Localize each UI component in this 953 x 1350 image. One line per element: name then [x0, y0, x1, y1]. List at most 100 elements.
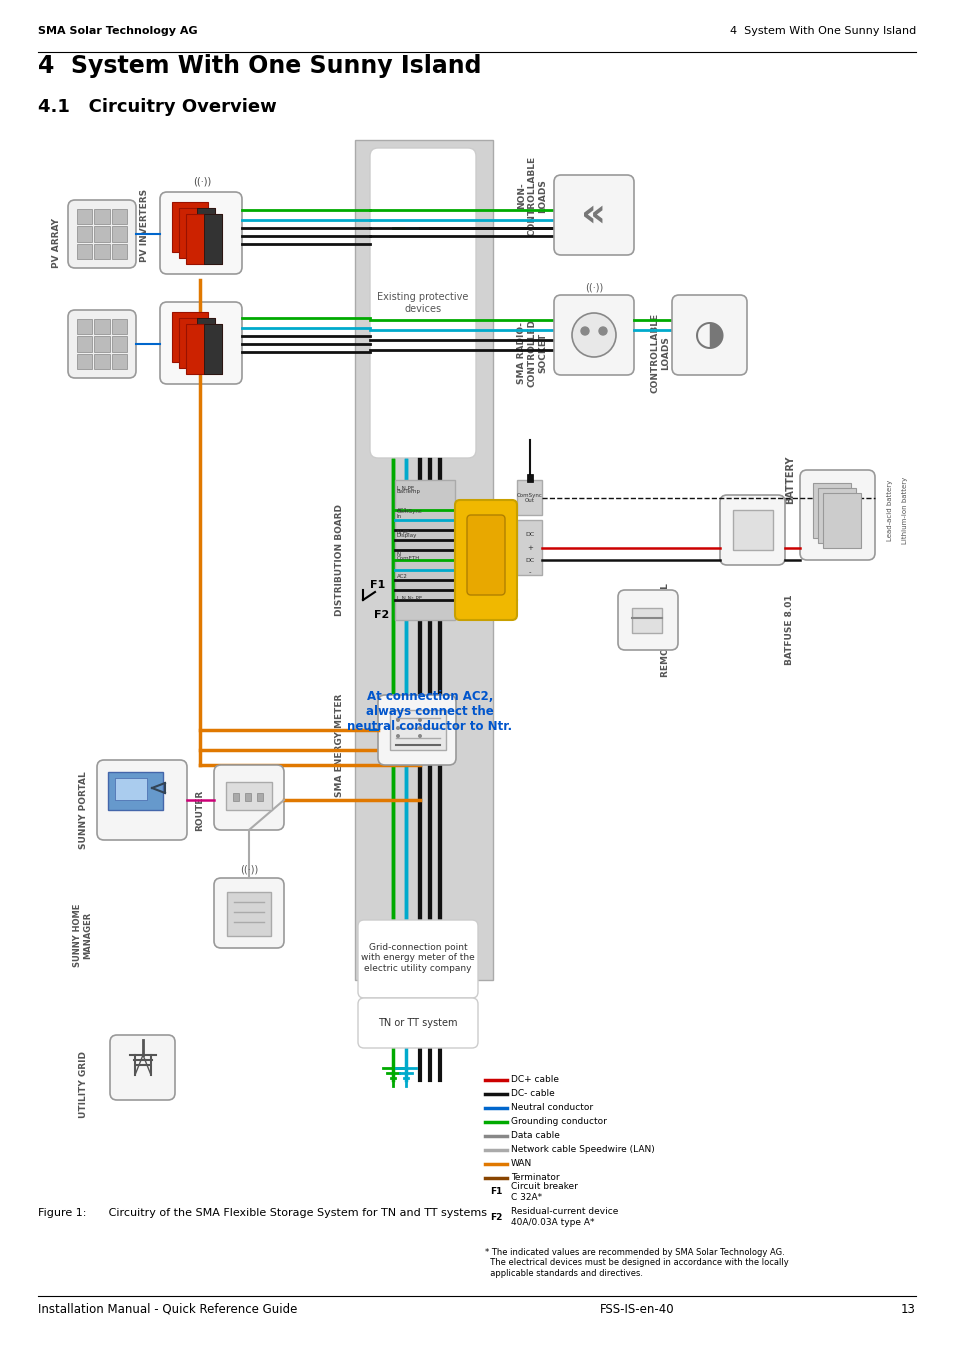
Text: DC+ cable: DC+ cable: [511, 1076, 558, 1084]
Bar: [94, 319, 110, 335]
Text: Residual-current device
40A/0.03A type A*: Residual-current device 40A/0.03A type A…: [511, 1207, 618, 1227]
Bar: [172, 312, 208, 362]
FancyBboxPatch shape: [68, 200, 136, 269]
Text: ◑: ◑: [694, 319, 725, 352]
Text: Installation Manual - Quick Reference Guide: Installation Manual - Quick Reference Gu…: [38, 1303, 297, 1316]
FancyBboxPatch shape: [467, 514, 504, 595]
Bar: [112, 209, 127, 224]
Text: NON-
CONTROLLABLE
LOADS: NON- CONTROLLABLE LOADS: [517, 157, 546, 236]
Text: SMA RADIO-
CONTROLLED
SOCKET: SMA RADIO- CONTROLLED SOCKET: [517, 319, 546, 387]
Bar: [94, 354, 110, 369]
Text: F2: F2: [374, 610, 389, 620]
Text: 13: 13: [901, 1303, 915, 1316]
Text: DC: DC: [525, 558, 534, 563]
FancyBboxPatch shape: [68, 310, 136, 378]
Text: AC2: AC2: [396, 574, 408, 579]
Bar: [204, 215, 222, 265]
Bar: [77, 209, 92, 224]
Text: ComSync
Out: ComSync Out: [517, 493, 542, 504]
Bar: [256, 792, 263, 801]
Bar: [179, 319, 214, 369]
Text: ((·)): ((·)): [239, 865, 258, 875]
Text: Grounding conductor: Grounding conductor: [511, 1118, 606, 1126]
FancyBboxPatch shape: [97, 760, 187, 840]
Bar: [108, 772, 163, 810]
Text: AC1₁: AC1₁: [396, 508, 410, 513]
Text: SUNNY HOME
MANAGER: SUNNY HOME MANAGER: [73, 903, 92, 967]
Bar: [112, 336, 127, 351]
Bar: [355, 140, 493, 980]
Circle shape: [395, 726, 399, 730]
Bar: [390, 710, 446, 751]
Text: L N N₁ PE: L N N₁ PE: [396, 595, 422, 601]
Bar: [77, 336, 92, 351]
Text: Figure 1:  Circuitry of the SMA Flexible Storage System for TN and TT systems: Figure 1: Circuitry of the SMA Flexible …: [38, 1208, 486, 1218]
Text: Neutral conductor: Neutral conductor: [511, 1103, 593, 1112]
Bar: [233, 792, 239, 801]
Text: At connection AC2,
always connect the
neutral conductor to Ntr.: At connection AC2, always connect the ne…: [347, 690, 512, 733]
Bar: [526, 474, 533, 482]
Text: Lithium-ion battery: Lithium-ion battery: [901, 477, 907, 544]
Text: +: +: [526, 545, 533, 551]
Text: WAN: WAN: [511, 1160, 532, 1169]
Text: Grid-connection point
with energy meter of the
electric utility company: Grid-connection point with energy meter …: [361, 944, 475, 973]
Text: -: -: [528, 568, 531, 575]
Bar: [172, 202, 208, 252]
Text: ComSync
In: ComSync In: [396, 509, 422, 520]
Text: ((·)): ((·)): [193, 177, 211, 188]
Bar: [227, 892, 271, 936]
Text: ROUTER: ROUTER: [195, 790, 204, 830]
Circle shape: [598, 327, 606, 335]
Text: SUNNY
REMOTE CONTROL: SUNNY REMOTE CONTROL: [650, 583, 669, 676]
Bar: [94, 243, 110, 259]
Text: N: N: [396, 552, 400, 556]
FancyBboxPatch shape: [213, 765, 284, 830]
FancyBboxPatch shape: [357, 919, 477, 998]
Text: Lead-acid battery: Lead-acid battery: [886, 479, 892, 540]
Bar: [115, 778, 147, 801]
Bar: [817, 487, 855, 543]
Text: CONTROLLABLE
LOADS: CONTROLLABLE LOADS: [650, 313, 669, 393]
Bar: [94, 336, 110, 351]
Bar: [112, 319, 127, 335]
Text: SUNNY PORTAL: SUNNY PORTAL: [78, 771, 88, 849]
Text: 4  System With One Sunny Island: 4 System With One Sunny Island: [729, 26, 915, 36]
Text: UTILITY GRID: UTILITY GRID: [78, 1052, 88, 1119]
Bar: [822, 493, 861, 548]
FancyBboxPatch shape: [110, 1035, 174, 1100]
FancyBboxPatch shape: [618, 590, 678, 649]
Circle shape: [395, 718, 399, 722]
FancyBboxPatch shape: [213, 878, 284, 948]
FancyBboxPatch shape: [671, 296, 746, 375]
FancyBboxPatch shape: [720, 495, 784, 566]
Text: TN or TT system: TN or TT system: [377, 1018, 457, 1027]
Text: FSS-IS-en-40: FSS-IS-en-40: [599, 1303, 674, 1316]
Text: L N PE: L N PE: [396, 486, 414, 490]
Text: DC- cable: DC- cable: [511, 1089, 554, 1099]
Bar: [196, 208, 214, 258]
Text: BatTemp: BatTemp: [396, 490, 420, 494]
Bar: [112, 227, 127, 242]
Text: PV INVERTERS: PV INVERTERS: [140, 189, 150, 262]
Bar: [186, 324, 222, 374]
Text: 4  System With One Sunny Island: 4 System With One Sunny Island: [38, 54, 481, 78]
Text: PV ARRAY: PV ARRAY: [51, 217, 60, 269]
Bar: [179, 208, 214, 258]
Bar: [77, 227, 92, 242]
Bar: [732, 510, 772, 549]
Circle shape: [395, 734, 399, 738]
Text: SMA ENERGY METER: SMA ENERGY METER: [335, 694, 344, 796]
Bar: [226, 782, 272, 810]
Text: Circuit breaker
C 32A*: Circuit breaker C 32A*: [511, 1183, 578, 1202]
Bar: [517, 481, 541, 514]
FancyBboxPatch shape: [455, 500, 517, 620]
Circle shape: [417, 726, 421, 730]
Text: ComETH: ComETH: [396, 555, 420, 560]
Bar: [77, 319, 92, 335]
Bar: [112, 354, 127, 369]
Bar: [94, 209, 110, 224]
Text: Display: Display: [396, 533, 416, 539]
FancyBboxPatch shape: [554, 176, 634, 255]
Text: DC: DC: [525, 532, 534, 537]
Circle shape: [580, 327, 588, 335]
